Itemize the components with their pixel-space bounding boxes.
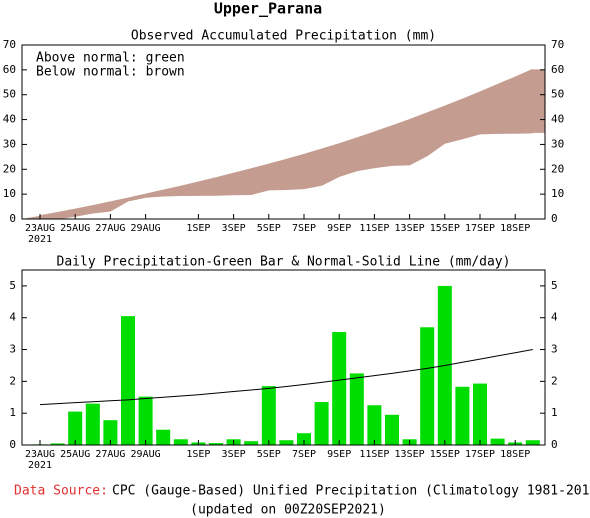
y-tick-label: 10 — [3, 187, 16, 200]
y-tick-label: 60 — [3, 63, 16, 76]
source-label: Data Source: — [14, 484, 108, 499]
x-tick-label: 7SEP — [292, 449, 316, 460]
annotation: Above normal: green — [36, 51, 185, 66]
x-tick-label: 17SEP — [465, 223, 495, 234]
x-tick-label: 23AUG — [25, 449, 55, 460]
year-label: 2021 — [28, 460, 52, 471]
y-tick-label: 50 — [3, 88, 16, 101]
bar — [279, 440, 294, 445]
x-tick-label: 15SEP — [430, 449, 460, 460]
x-tick-label: 11SEP — [359, 223, 389, 234]
bar — [103, 420, 118, 445]
y-tick-label: 1 — [9, 406, 16, 419]
x-tick-label: 25AUG — [60, 223, 90, 234]
year-label: 2021 — [28, 234, 52, 245]
page-title: Upper_Parana — [214, 0, 322, 18]
y2-tick-label: 2 — [551, 374, 558, 387]
y2-tick-label: 0 — [551, 438, 558, 451]
bar — [173, 439, 188, 445]
x-tick-label: 9SEP — [327, 223, 351, 234]
x-tick-label: 11SEP — [359, 449, 389, 460]
x-tick-label: 25AUG — [60, 449, 90, 460]
bar — [525, 440, 540, 445]
bar — [121, 316, 135, 445]
bar — [314, 402, 329, 445]
y-tick-label: 0 — [9, 212, 16, 225]
bar — [138, 396, 153, 445]
y-tick-label: 30 — [3, 137, 16, 150]
chart-title: Daily Precipitation-Green Bar & Normal-S… — [57, 255, 511, 270]
accum-line — [39, 68, 534, 217]
annotation: Below normal: brown — [36, 65, 185, 80]
y2-tick-label: 4 — [551, 311, 558, 324]
y2-tick-label: 30 — [551, 137, 564, 150]
updated-note: (updated on 00Z20SEP2021) — [190, 503, 386, 518]
y2-tick-label: 40 — [551, 113, 564, 126]
normal-line — [39, 349, 533, 406]
bar — [490, 438, 505, 445]
bar — [455, 386, 470, 445]
bar — [297, 433, 311, 445]
x-tick-label: 5SEP — [257, 223, 281, 234]
x-tick-label: 5SEP — [257, 449, 281, 460]
x-tick-label: 29AUG — [131, 223, 161, 234]
bar — [385, 414, 399, 445]
y-tick-label: 20 — [3, 162, 16, 175]
bar — [473, 383, 487, 445]
y2-tick-label: 5 — [551, 279, 558, 292]
x-tick-label: 29AUG — [131, 449, 161, 460]
bar — [420, 327, 435, 445]
y2-tick-label: 3 — [551, 343, 558, 356]
source-text: CPC (Gauge-Based) Unified Precipitation … — [112, 484, 590, 499]
x-tick-label: 13SEP — [395, 223, 425, 234]
x-tick-label: 18SEP — [500, 449, 530, 460]
bar — [50, 443, 65, 445]
x-tick-label: 3SEP — [222, 449, 246, 460]
y-tick-label: 3 — [9, 343, 16, 356]
y2-tick-label: 60 — [551, 63, 564, 76]
y-tick-label: 2 — [9, 374, 16, 387]
x-tick-label: 23AUG — [25, 223, 55, 234]
bar — [156, 429, 171, 445]
y-tick-label: 70 — [3, 38, 16, 51]
x-tick-label: 17SEP — [465, 449, 495, 460]
x-tick-label: 27AUG — [95, 449, 125, 460]
x-tick-label: 15SEP — [430, 223, 460, 234]
y-tick-label: 40 — [3, 113, 16, 126]
x-tick-label: 3SEP — [222, 223, 246, 234]
x-tick-label: 27AUG — [95, 223, 125, 234]
bar — [261, 386, 276, 445]
x-tick-label: 13SEP — [395, 449, 425, 460]
x-tick-label: 1SEP — [186, 223, 210, 234]
bar — [68, 411, 83, 445]
bar — [85, 403, 100, 445]
bar — [244, 441, 259, 445]
bar — [367, 405, 382, 445]
bar — [209, 443, 223, 445]
y2-tick-label: 10 — [551, 187, 564, 200]
y2-tick-label: 70 — [551, 38, 564, 51]
plot-frame — [21, 44, 546, 220]
bar — [349, 373, 364, 445]
x-tick-label: 18SEP — [500, 223, 530, 234]
plot-frame — [21, 269, 546, 446]
chart-title: Observed Accumulated Precipitation (mm) — [131, 29, 436, 44]
area-fill — [22, 69, 545, 219]
bar — [332, 332, 347, 445]
x-tick-label: 7SEP — [292, 223, 316, 234]
y2-tick-label: 50 — [551, 88, 564, 101]
y-tick-label: 0 — [9, 438, 16, 451]
y-tick-label: 5 — [9, 279, 16, 292]
x-tick-label: 1SEP — [186, 449, 210, 460]
accum-line — [39, 132, 533, 220]
y2-tick-label: 0 — [551, 212, 558, 225]
y2-tick-label: 1 — [551, 406, 558, 419]
y2-tick-label: 20 — [551, 162, 564, 175]
x-tick-label: 9SEP — [327, 449, 351, 460]
y-tick-label: 4 — [9, 311, 16, 324]
